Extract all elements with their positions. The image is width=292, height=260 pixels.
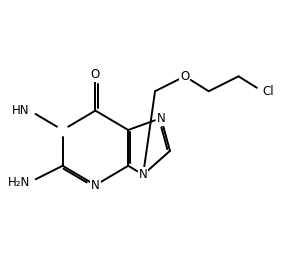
Text: H₂N: H₂N (8, 176, 30, 189)
Text: O: O (180, 70, 190, 83)
Text: N: N (139, 168, 147, 181)
Text: HN: HN (12, 104, 30, 117)
Text: N: N (157, 112, 165, 125)
Text: O: O (91, 68, 100, 81)
Text: Cl: Cl (263, 85, 274, 98)
Text: N: N (91, 179, 100, 192)
